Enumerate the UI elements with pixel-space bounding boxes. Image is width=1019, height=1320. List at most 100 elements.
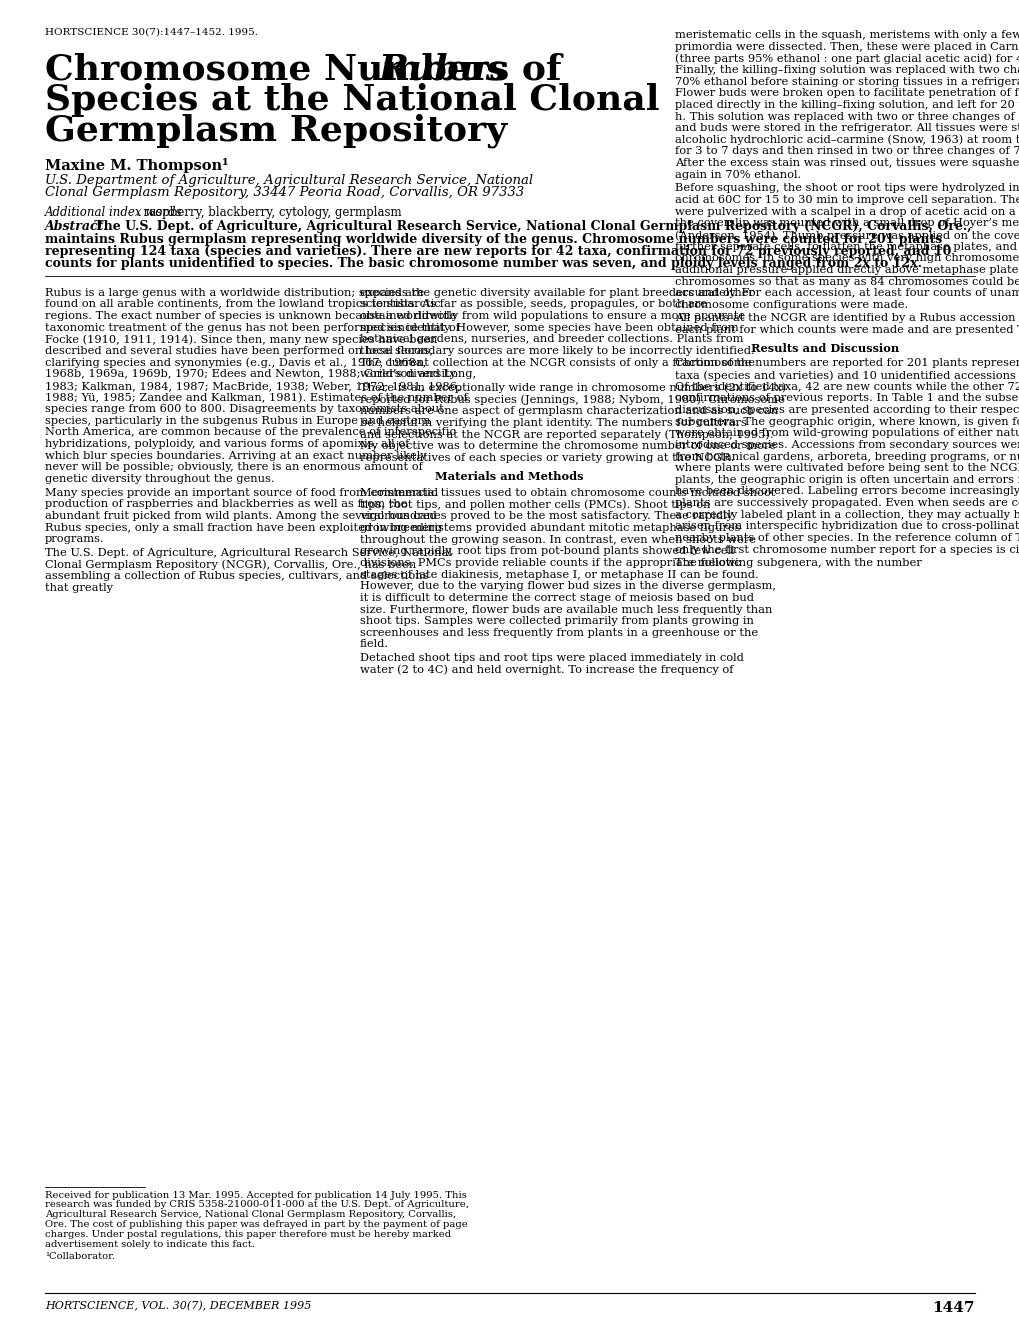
Text: were pulverized with a scalpel in a drop of acetic acid on a slide, and: were pulverized with a scalpel in a drop… (675, 207, 1019, 216)
Text: taxonomic treatment of the genus has not been performed since that of: taxonomic treatment of the genus has not… (45, 322, 460, 333)
Text: plants are successively propagated. Even when seeds are collected from: plants are successively propagated. Even… (675, 498, 1019, 508)
Text: screenhouses and less frequently from plants in a greenhouse or the: screenhouses and less frequently from pl… (360, 628, 757, 638)
Text: Received for publication 13 Mar. 1995. Accepted for publication 14 July 1995. Th: Received for publication 13 Mar. 1995. A… (45, 1191, 467, 1200)
Text: these secondary sources are more likely to be incorrectly identified.: these secondary sources are more likely … (360, 346, 754, 356)
Text: never will be possible; obviously, there is an enormous amount of: never will be possible; obviously, there… (45, 462, 423, 473)
Text: which blur species boundaries. Arriving at an exact number likely: which blur species boundaries. Arriving … (45, 451, 426, 461)
Text: Before squashing, the shoot or root tips were hydrolyzed in 45% acetic: Before squashing, the shoot or root tips… (675, 183, 1019, 193)
Text: All plants at the NCGR are identified by a Rubus accession number for: All plants at the NCGR are identified by… (675, 313, 1019, 323)
Text: world’s diversity.: world’s diversity. (360, 370, 458, 379)
Text: each plant for which counts were made and are presented Table 1.: each plant for which counts were made an… (675, 325, 1019, 335)
Text: The U.S. Dept. of Agriculture, Agricultural Research Service, National: The U.S. Dept. of Agriculture, Agricultu… (45, 548, 451, 558)
Text: advertisement solely to indicate this fact.: advertisement solely to indicate this fa… (45, 1241, 255, 1249)
Text: water (2 to 4C) and held overnight. To increase the frequency of: water (2 to 4C) and held overnight. To i… (360, 665, 733, 676)
Text: (three parts 95% ethanol : one part glacial acetic acid) for 4 to 24 h.: (three parts 95% ethanol : one part glac… (675, 53, 1019, 63)
Text: alcoholic hydrochloric acid–carmine (Snow, 1963) at room temperature: alcoholic hydrochloric acid–carmine (Sno… (675, 135, 1019, 145)
Text: have been discovered. Labeling errors become increasingly probable as: have been discovered. Labeling errors be… (675, 487, 1019, 496)
Text: assembling a collection of Rubus species, cultivars, and selections: assembling a collection of Rubus species… (45, 572, 428, 581)
Text: counts for plants unidentified to species. The basic chromosome number was seven: counts for plants unidentified to specie… (45, 257, 921, 271)
Text: Rubus: Rubus (379, 51, 506, 86)
Text: divisions. PMCs provide reliable counts if the appropriate meiotic: divisions. PMCs provide reliable counts … (360, 558, 740, 568)
Text: Materials and Methods: Materials and Methods (435, 471, 583, 482)
Text: taxa (species and varieties) and 10 unidentified accessions (Table 1).: taxa (species and varieties) and 10 unid… (675, 370, 1019, 380)
Text: clarifying species and synonymies (e.g., Davis et al., 1967, 1968a,: clarifying species and synonymies (e.g.,… (45, 358, 426, 368)
Text: charges. Under postal regulations, this paper therefore must be hereby marked: charges. Under postal regulations, this … (45, 1230, 450, 1239)
Text: growing meristems provided abundant mitotic metaphase figures: growing meristems provided abundant mito… (360, 523, 740, 533)
Text: species identity. However, some species have been obtained from: species identity. However, some species … (360, 322, 738, 333)
Text: plants, the geographic origin is often uncertain and errors in identity: plants, the geographic origin is often u… (675, 475, 1019, 484)
Text: Maxine M. Thompson¹: Maxine M. Thompson¹ (45, 158, 228, 173)
Text: from botanical gardens, arboreta, breeding programs, or nurseries,: from botanical gardens, arboreta, breedi… (675, 451, 1019, 462)
Text: Additional index words: Additional index words (45, 206, 182, 219)
Text: chromosomes so that as many as 84 chromosomes could be counted: chromosomes so that as many as 84 chromo… (675, 276, 1019, 286)
Text: expands the genetic diversity available for plant breeders and other: expands the genetic diversity available … (360, 288, 753, 298)
Text: (Anderson, 1954). Thumb pressure was applied on the coverslip to: (Anderson, 1954). Thumb pressure was app… (675, 230, 1019, 240)
Text: Chromosome numbers are reported for 201 plants representing 114 Rubus: Chromosome numbers are reported for 201 … (675, 359, 1019, 368)
Text: Rubus species, only a small fraction have been exploited in breeding: Rubus species, only a small fraction hav… (45, 523, 441, 533)
Text: found on all arable continents, from the lowland tropics to subarctic: found on all arable continents, from the… (45, 300, 440, 309)
Text: 1983; Kalkman, 1984, 1987; MacBride, 1938; Weber, 1972, 1981, 1986,: 1983; Kalkman, 1984, 1987; MacBride, 193… (45, 381, 461, 391)
Text: Germplasm Repository: Germplasm Repository (45, 114, 506, 148)
Text: and buds were stored in the refrigerator. All tissues were stained in: and buds were stored in the refrigerator… (675, 123, 1019, 133)
Text: numbers are one aspect of germplasm characterization and as such can: numbers are one aspect of germplasm char… (360, 407, 777, 416)
Text: representing 124 taxa (species and varieties). There are new reports for 42 taxa: representing 124 taxa (species and varie… (45, 246, 951, 257)
Text: . raspberry, blackberry, cytology, germplasm: . raspberry, blackberry, cytology, germp… (137, 206, 401, 219)
Text: The following subgenera, with the number: The following subgenera, with the number (675, 558, 921, 569)
Text: discussion, species are presented according to their respective: discussion, species are presented accord… (675, 405, 1019, 414)
Text: field.: field. (360, 639, 388, 649)
Text: Focke (1910, 1911, 1914). Since then, many new species have been: Focke (1910, 1911, 1914). Since then, ma… (45, 334, 437, 345)
Text: genetic diversity throughout the genus.: genetic diversity throughout the genus. (45, 474, 274, 484)
Text: HORTSCIENCE 30(7):1447–1452. 1995.: HORTSCIENCE 30(7):1447–1452. 1995. (45, 28, 258, 37)
Text: and selections at the NCGR are reported separately (Thompson, 1995).: and selections at the NCGR are reported … (360, 429, 772, 440)
Text: The U.S. Dept. of Agriculture, Agricultural Research Service, National Clonal Ge: The U.S. Dept. of Agriculture, Agricultu… (90, 220, 971, 234)
Text: research was funded by CRIS 5358-21000-011-000 at the U.S. Dept. of Agriculture,: research was funded by CRIS 5358-21000-0… (45, 1200, 469, 1209)
Text: arisen from interspecific hybridization due to cross-pollination from: arisen from interspecific hybridization … (675, 521, 1019, 532)
Text: However, due to the varying flower bud sizes in the diverse germplasm,: However, due to the varying flower bud s… (360, 581, 775, 591)
Text: nearby plants of other species. In the reference column of Table 1,: nearby plants of other species. In the r… (675, 533, 1019, 543)
Text: placed directly in the killing–fixing solution, and left for 20 to 24: placed directly in the killing–fixing so… (675, 100, 1019, 110)
Text: Clonal Germplasm Repository, 33447 Peoria Road, Corvallis, OR 97333: Clonal Germplasm Repository, 33447 Peori… (45, 186, 524, 199)
Text: acid at 60C for 15 to 30 min to improve cell separation. Then, tissues: acid at 60C for 15 to 30 min to improve … (675, 195, 1019, 205)
Text: regions. The exact number of species is unknown because a worldwide: regions. The exact number of species is … (45, 312, 457, 321)
Text: production of raspberries and blackberries as well as from the: production of raspberries and blackberri… (45, 499, 407, 510)
Text: Rubus is a large genus with a worldwide distribution; species are: Rubus is a large genus with a worldwide … (45, 288, 424, 298)
Text: growing rapidly, root tips from pot-bound plants showed few cell: growing rapidly, root tips from pot-boun… (360, 546, 734, 556)
Text: h. This solution was replaced with two or three changes of 70% ethanol,: h. This solution was replaced with two o… (675, 111, 1019, 121)
Text: be helpful in verifying the plant identity. The numbers for cultivars: be helpful in verifying the plant identi… (360, 418, 746, 428)
Text: species, particularly in the subgenus Rubus in Europe and eastern: species, particularly in the subgenus Ru… (45, 416, 430, 426)
Text: 1447: 1447 (931, 1302, 974, 1315)
Text: HORTSCIENCE, VOL. 30(7), DECEMBER 1995: HORTSCIENCE, VOL. 30(7), DECEMBER 1995 (45, 1302, 311, 1311)
Text: Meristematic tissues used to obtain chromosome counts included shoot: Meristematic tissues used to obtain chro… (360, 488, 774, 498)
Text: species range from 600 to 800. Disagreements by taxonomists about: species range from 600 to 800. Disagreem… (45, 404, 443, 414)
Text: Of the identified taxa, 42 are new counts while the other 72 are: Of the identified taxa, 42 are new count… (675, 381, 1019, 392)
Text: vigorous canes proved to be the most satisfactory. These rapidly: vigorous canes proved to be the most sat… (360, 511, 733, 521)
Text: introduced species. Accessions from secondary sources were obtained: introduced species. Accessions from seco… (675, 440, 1019, 450)
Text: Finally, the killing–fixing solution was replaced with two changes of: Finally, the killing–fixing solution was… (675, 65, 1019, 75)
Text: were obtained from wild-growing populations of either natural or: were obtained from wild-growing populati… (675, 428, 1019, 438)
Text: 70% ethanol before staining or storing tissues in a refrigerator.: 70% ethanol before staining or storing t… (675, 77, 1019, 87)
Text: chromosome configurations were made.: chromosome configurations were made. (675, 300, 907, 310)
Text: subgenera. The geographic origin, where known, is given for plants that: subgenera. The geographic origin, where … (675, 417, 1019, 426)
Text: further separate cells, to flatten the metaphase plates, and to spread: further separate cells, to flatten the m… (675, 242, 1019, 252)
Text: the coverslip was mounted with a small drop of Hoyer’s medium: the coverslip was mounted with a small d… (675, 218, 1019, 228)
Text: it is difficult to determine the correct stage of meiosis based on bud: it is difficult to determine the correct… (360, 593, 753, 603)
Text: stages of late diakinesis, metaphase I, or metaphase II can be found.: stages of late diakinesis, metaphase I, … (360, 570, 758, 579)
Text: where plants were cultivated before being sent to the NCGR. For these: where plants were cultivated before bein… (675, 463, 1019, 473)
Text: again in 70% ethanol.: again in 70% ethanol. (675, 170, 801, 180)
Text: maintains Rubus germplasm representing worldwide diversity of the genus. Chromos: maintains Rubus germplasm representing w… (45, 232, 942, 246)
Text: Chromosome Numbers of: Chromosome Numbers of (45, 51, 574, 86)
Text: Abstract.: Abstract. (45, 220, 109, 234)
Text: North America, are common because of the prevalence of interspecific: North America, are common because of the… (45, 428, 455, 437)
Text: ¹Collaborator.: ¹Collaborator. (45, 1253, 115, 1261)
Text: U.S. Department of Agriculture, Agricultural Research Service, National: U.S. Department of Agriculture, Agricult… (45, 174, 533, 187)
Text: Many species provide an important source of food from commercial: Many species provide an important source… (45, 487, 438, 498)
Text: throughout the growing season. In contrast, even when shoots were: throughout the growing season. In contra… (360, 535, 755, 545)
Text: chromosomes. In some species with very high chromosome numbers,: chromosomes. In some species with very h… (675, 253, 1019, 263)
Text: accurately. For each accession, at least four counts of unambiguous: accurately. For each accession, at least… (675, 288, 1019, 298)
Text: size. Furthermore, flower buds are available much less frequently than: size. Furthermore, flower buds are avail… (360, 605, 771, 615)
Text: primordia were dissected. Then, these were placed in Carnoy’s solution: primordia were dissected. Then, these we… (675, 42, 1019, 51)
Text: Detached shoot tips and root tips were placed immediately in cold: Detached shoot tips and root tips were p… (360, 653, 743, 663)
Text: After the excess stain was rinsed out, tissues were squashed or stored: After the excess stain was rinsed out, t… (675, 158, 1019, 168)
Text: 1988; Yü, 1985; Zandee and Kalkman, 1981). Estimates of the number of: 1988; Yü, 1985; Zandee and Kalkman, 1981… (45, 392, 468, 403)
Text: for 3 to 7 days and then rinsed in two or three changes of 70% ethanol.: for 3 to 7 days and then rinsed in two o… (675, 147, 1019, 157)
